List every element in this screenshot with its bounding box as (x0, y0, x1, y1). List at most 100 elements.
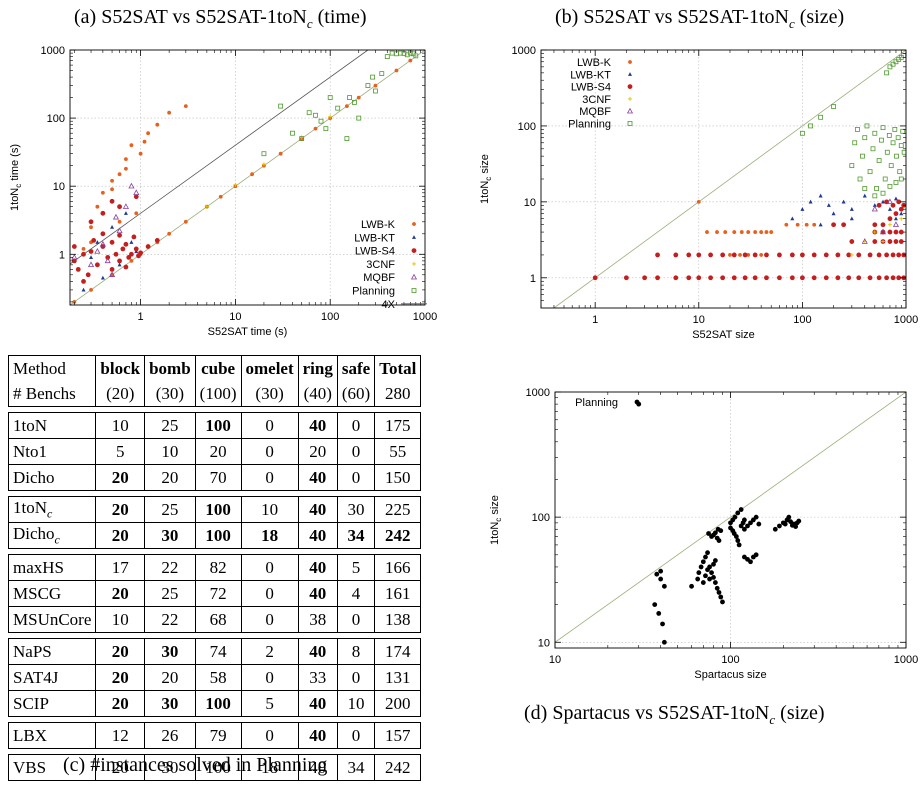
ref-line-diagonal (70, 50, 425, 305)
data-point-lwb-kt (899, 211, 904, 216)
data-point-lwb-s4 (642, 275, 648, 281)
data-point-lwb-k (183, 219, 188, 224)
data-point-planning (818, 114, 824, 120)
table-row: SCIP 20 30 100 5 40 10 200 (7, 690, 422, 717)
table-value-cell: 25 (144, 580, 196, 607)
table-bench-cell: (40) (297, 381, 338, 407)
data-point-lwb-s4 (752, 275, 758, 281)
data-point-planning (886, 133, 892, 138)
data-point-lwb-s4 (896, 199, 902, 205)
data-point-lwb-s4 (113, 251, 119, 257)
data-point-lwb-s4 (655, 252, 660, 258)
data-point-lwb-s4 (856, 275, 862, 281)
table-value-cell: 70 (194, 464, 242, 491)
data-point-lwb-k (812, 222, 817, 227)
table-row: maxHS 17 22 82 0 40 5 166 (7, 554, 422, 581)
data-point-planning (849, 163, 855, 169)
data-point-lwb-k (218, 194, 223, 199)
legend-marker (634, 399, 640, 405)
legend-marker (412, 222, 416, 226)
table-row: LBX 12 26 79 0 40 0 157 (7, 722, 422, 749)
data-point-lwb-s4 (887, 216, 893, 222)
legend-marker (628, 72, 632, 76)
table-value-cell: 18 (240, 522, 299, 549)
data-point-3cnf (204, 204, 209, 209)
data-point-planning (379, 71, 385, 77)
table-value-cell: 30 (144, 638, 196, 665)
table-row: 1toNc 20 25 100 10 40 30 225 (7, 496, 422, 523)
data-point-planning (872, 193, 878, 199)
table-bench-cell: (20) (95, 381, 146, 407)
y-tick-label: 10 (524, 197, 536, 209)
data-point-lwb-k (759, 253, 764, 257)
data-point-planning (890, 140, 896, 146)
data-point-lwb-s4 (71, 258, 77, 264)
data-point-lwb-k (89, 225, 93, 230)
method-name: 1toN (13, 497, 47, 517)
data-point-planning (852, 140, 858, 146)
data-point-lwb-s4 (742, 252, 748, 258)
table-value-cell: 40 (297, 464, 338, 491)
data-point-lwb-s4 (789, 275, 795, 281)
y-axis-label: 1toNc size (479, 154, 493, 204)
data-point-planning (887, 183, 893, 189)
table-bench-cell: (30) (144, 381, 196, 407)
data-point-planning (788, 519, 793, 525)
data-point-lwb-kt (849, 216, 854, 221)
data-point-planning (897, 169, 903, 175)
data-point-planning (892, 127, 898, 132)
legend-label: Planning (568, 119, 611, 131)
data-point-lwb-k (95, 204, 100, 209)
data-point-planning (735, 510, 741, 516)
data-point-lwb-kt (818, 222, 823, 227)
data-point-3cnf (299, 135, 304, 140)
method-subscript: c (47, 506, 53, 521)
y-tick-label: 100 (47, 113, 65, 125)
table-value-cell: 20 (95, 754, 146, 781)
data-point-planning (660, 621, 665, 627)
data-point-lwb-s4 (880, 222, 886, 228)
data-point-lwb-k (129, 143, 134, 148)
data-point-lwb-s4 (823, 275, 829, 281)
data-point-3cnf (849, 252, 854, 257)
table-header-cell: bomb (144, 355, 196, 381)
data-point-lwb-s4 (835, 275, 841, 281)
data-point-planning (661, 583, 667, 589)
data-point-lwb-s4 (777, 275, 782, 281)
table-method-cell: LBX (7, 722, 97, 749)
data-point-lwb-s4 (752, 252, 758, 258)
y-axis-label: 1toNc time (s) (9, 144, 23, 211)
data-point-planning (718, 594, 724, 600)
ref-line-diagonal (553, 50, 906, 308)
table-value-cell: 138 (374, 606, 422, 633)
data-point-lwb-kt (95, 240, 100, 244)
y-tick-label: 1000 (512, 45, 536, 57)
data-point-planning (720, 599, 725, 605)
data-point-lwb-s4 (890, 202, 896, 208)
table-method-cell: SCIP (7, 690, 97, 717)
chart-a-time-scatter: 1 10 100 1000 1 10 100 1000 S52SAT time (s) 1toNc… (9, 45, 437, 338)
data-point-lwb-k (738, 253, 742, 257)
data-point-planning (831, 104, 836, 109)
data-point-lwb-k (746, 230, 751, 234)
data-point-lwb-kt (129, 240, 134, 244)
table-value-cell: 131 (374, 664, 422, 691)
data-point-lwb-s4 (898, 206, 904, 212)
table-method-cell: 1toN (7, 412, 97, 439)
method-name: 1toN (13, 415, 47, 435)
table-bench-cell: (60) (336, 381, 376, 407)
data-point-lwb-k (705, 230, 709, 234)
table-header-cell: omelet (240, 355, 299, 381)
data-point-planning (880, 125, 886, 131)
legend-marker (628, 60, 632, 64)
data-point-planning (700, 580, 706, 585)
data-point-lwb-k (804, 222, 809, 227)
data-point-planning (733, 534, 739, 539)
data-point-lwb-k (764, 230, 769, 234)
table-value-cell: 40 (297, 690, 338, 717)
table-value-cell: 38 (297, 606, 338, 633)
data-point-planning (707, 576, 712, 582)
table-value-cell: 0 (336, 722, 376, 749)
x-tick-label: 100 (321, 311, 339, 323)
data-point-lwb-s4 (856, 252, 862, 258)
